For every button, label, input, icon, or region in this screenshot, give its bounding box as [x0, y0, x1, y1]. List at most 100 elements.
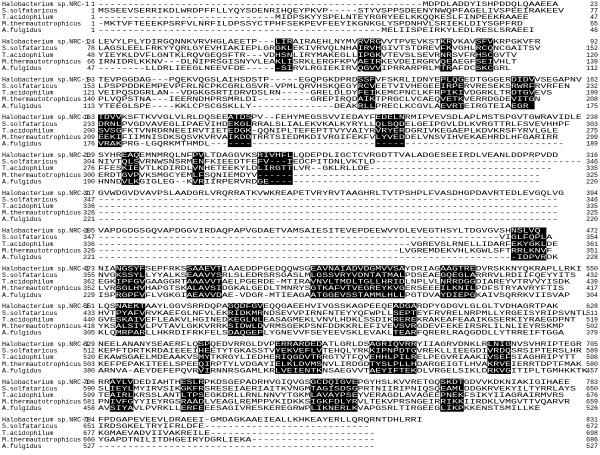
- end-position: 120: [586, 52, 598, 59]
- sequence: YKSALSIVLPVTAVLGKKVRRKSIDWLDVRMSGEKPSNFD…: [98, 323, 564, 330]
- sequence-name: Halobacterium sp.NRC-1: [2, 190, 89, 197]
- conserved-highlight: [310, 265, 405, 299]
- conserved-highlight: [310, 378, 358, 412]
- sequence: --------LLDRLIEEGLNEEVFDE------SIRVLRGIE…: [98, 65, 511, 72]
- start-position: 1: [91, 21, 95, 28]
- sequence: ----------------------------------------…: [98, 443, 375, 450]
- start-position: 503: [83, 361, 95, 368]
- sequence-name: T.acidophilum: [2, 354, 53, 361]
- end-position: 526: [586, 405, 598, 412]
- sequence: PLVQPSTNA---IEERNDHPRSMRLDI---------GREP…: [98, 96, 541, 103]
- start-position: 551: [83, 303, 95, 310]
- sequence-name: T.acidophilum: [2, 52, 53, 59]
- sequence: ----------------------------------------…: [98, 254, 558, 261]
- start-position: 520: [83, 354, 95, 361]
- sequence-name: Halobacterium sp.NRC-1: [2, 76, 89, 83]
- sequence-name: A.fulgidus: [2, 367, 42, 374]
- start-position: 209: [83, 134, 95, 141]
- start-position: 651: [83, 423, 95, 430]
- end-position: 139: [586, 58, 598, 65]
- sequence: ----------------------------------------…: [98, 27, 535, 34]
- sequence-name: Halobacterium sp.NRC-1: [2, 379, 89, 386]
- start-position: 121: [83, 90, 95, 97]
- sequence-name: S.solfataricus: [2, 7, 57, 14]
- end-position: 379: [586, 330, 598, 337]
- sequence: YIEYKLDVFLGNTKLRQVGEQSFTR---VDHSNLIRYMAK…: [98, 52, 517, 59]
- end-position: 783: [586, 379, 598, 386]
- start-position: 176: [83, 141, 95, 148]
- start-position: 458: [83, 405, 95, 412]
- conserved-highlight: [192, 151, 205, 185]
- sequence-name: M.thermautotrophicus: [2, 58, 81, 65]
- start-position: 1: [91, 7, 95, 14]
- sequence-name: T.acidophilum: [2, 14, 53, 21]
- sequence-name: M.thermautotrophicus: [2, 399, 81, 406]
- sequence: IRNIDRLKKNV---DLNIPRSGISNYVLEAKLISRKLERG…: [98, 58, 517, 65]
- start-position: 276: [83, 165, 95, 172]
- sequence: ARNVA-AEYDEFEPQVRVIRNNRSGAMLKRLVEIENTKNS…: [98, 367, 588, 374]
- sequence-name: S.solfataricus: [2, 83, 57, 90]
- conserved-highlight: [357, 38, 382, 72]
- start-position: 599: [83, 392, 95, 399]
- sequence-name: Halobacterium sp.NRC-1: [2, 39, 89, 46]
- start-position: 229: [83, 292, 95, 299]
- sequence-name: M.thermautotrophicus: [2, 172, 81, 179]
- conserved-highlight: [98, 114, 122, 148]
- sequence-name: T.acidophilum: [2, 203, 53, 210]
- conserved-highlight: [393, 303, 417, 337]
- start-position: 47: [87, 65, 95, 72]
- start-position: 590: [83, 385, 95, 392]
- end-position: 199: [586, 90, 598, 97]
- end-position: 686: [586, 436, 598, 443]
- sequence-name: A.fulgidus: [2, 216, 42, 223]
- sequence: DRNLPVGDVAVEGLIPAEVIHDEKGLRRALSLIALEKVKA…: [98, 121, 570, 128]
- start-position: 305: [83, 330, 95, 337]
- start-position: 233: [83, 121, 95, 128]
- end-position: 394: [586, 190, 598, 197]
- sequence-name: S.solfataricus: [2, 348, 57, 355]
- sequence-name: A.fulgidus: [2, 443, 42, 450]
- sequence-name: M.thermautotrophicus: [2, 96, 81, 103]
- sequence: TDVVKSFTKVVGLVLRLDQSEEATDSPV--FEHYMEGSSV…: [98, 114, 582, 121]
- end-position: 580: [586, 361, 598, 368]
- sequence-name: Halobacterium sp.NRC-1: [2, 152, 89, 159]
- conserved-highlight: [475, 38, 494, 72]
- sequence-name: S.solfataricus: [2, 196, 57, 203]
- sequence-name: A.fulgidus: [2, 292, 42, 299]
- conserved-highlight: [275, 38, 293, 72]
- start-position: 660: [83, 436, 95, 443]
- sequence: ----------------------------------------…: [98, 196, 558, 203]
- sequence-name: A.fulgidus: [2, 65, 42, 72]
- sequence-name: Halobacterium sp.NRC-1: [2, 114, 89, 121]
- start-position: 362: [83, 279, 95, 286]
- sequence: KEFPEPAKITEELSPEEQIRPTYLVDGAYIELKLDVMSNV…: [98, 361, 582, 368]
- end-position: 232: [586, 83, 598, 90]
- sequence: ------------------------------MIDPSKYYSP…: [98, 14, 529, 21]
- sequence: GVESKAIVEFLEAKVLHGINEDKEGLNLEASAGMEKLVNV…: [98, 316, 576, 323]
- sequence: ----------------------------------------…: [98, 247, 552, 254]
- end-position: 299: [586, 134, 598, 141]
- end-position: 432: [586, 272, 598, 279]
- sequence: TEVPGGDAG---PQEKVQGSLAIHSDSTP-----EGQPGK…: [98, 76, 582, 83]
- end-position: 189: [586, 141, 598, 148]
- start-position: 336: [83, 203, 95, 210]
- sequence-name: S.solfataricus: [2, 423, 57, 430]
- sequence: KEPFTDRTKRDAIEEEIHEETYTGKASSTVYEKVEFLVTE…: [98, 348, 582, 355]
- start-position: 347: [83, 234, 95, 241]
- sequence-name: Halobacterium sp.NRC-1: [2, 341, 89, 348]
- end-position: 361: [586, 241, 598, 248]
- sequence-name: M.thermautotrophicus: [2, 247, 81, 254]
- highlights: [98, 38, 547, 412]
- sequence: ----------------------------------------…: [98, 210, 558, 217]
- sequence-name: A.fulgidus: [2, 405, 42, 412]
- end-position: 152: [586, 45, 598, 52]
- conserved-highlight: [227, 303, 264, 337]
- end-position: 351: [586, 247, 598, 254]
- start-position: 347: [83, 196, 95, 203]
- end-position: 598: [586, 354, 598, 361]
- conserved-highlight: [257, 151, 293, 185]
- sequence-name: T.acidophilum: [2, 241, 53, 248]
- start-position: 380: [83, 367, 95, 374]
- start-position: 440: [83, 316, 95, 323]
- end-position: 335: [586, 203, 598, 210]
